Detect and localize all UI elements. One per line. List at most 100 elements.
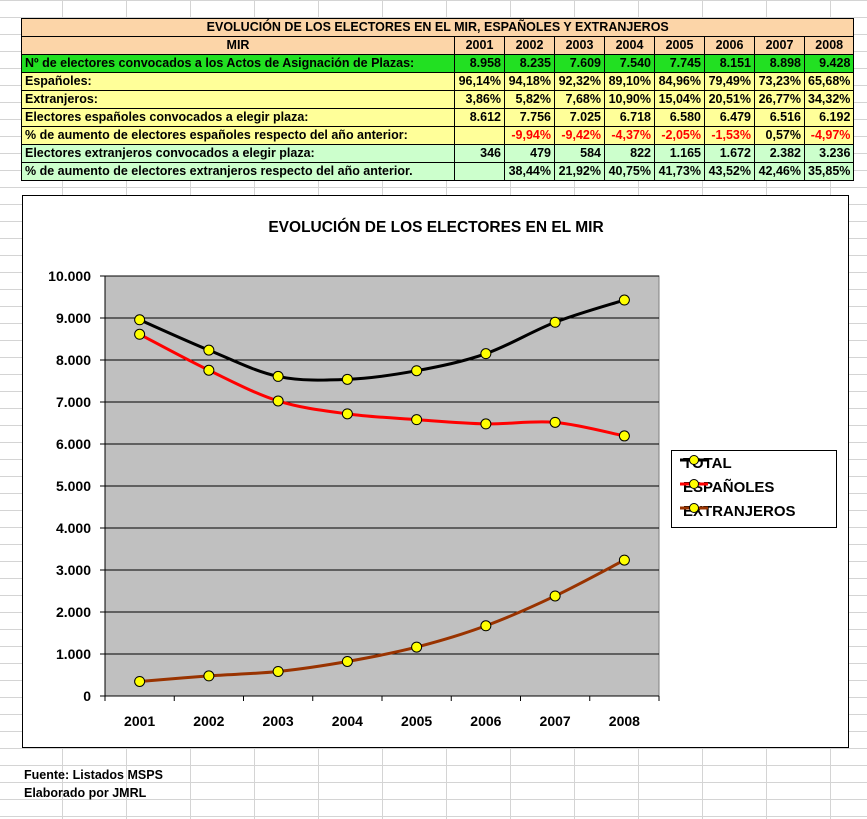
table-cell[interactable]: 346 [454, 144, 505, 163]
table-cell[interactable]: 8.235 [504, 54, 555, 73]
series-line-espaoles [138, 332, 625, 438]
header-year-2003[interactable]: 2003 [554, 36, 605, 55]
table-row: Nº de electores convocados a los Actos d… [21, 54, 855, 73]
y-tick-label: 10.000 [48, 268, 91, 284]
table-cell[interactable]: -2,05% [654, 126, 705, 145]
x-tick-label: 2003 [263, 713, 294, 729]
x-tick-label: 2006 [470, 713, 501, 729]
table-cell[interactable]: -4,37% [604, 126, 655, 145]
table-cell[interactable]: 38,44% [504, 162, 555, 181]
table-cell[interactable]: 41,73% [654, 162, 705, 181]
table-cell[interactable]: 2.382 [754, 144, 805, 163]
table-cell[interactable]: 21,92% [554, 162, 605, 181]
table-cell[interactable]: 92,32% [554, 72, 605, 91]
table-cell[interactable]: 3,86% [454, 90, 505, 109]
legend-label: EXTRANJEROS [683, 503, 796, 521]
table-cell[interactable]: -9,94% [504, 126, 555, 145]
table-title[interactable]: EVOLUCIÓN DE LOS ELECTORES EN EL MIR, ES… [20, 18, 855, 37]
table-cell[interactable]: 7.540 [604, 54, 655, 73]
table-cell[interactable]: 10,90% [604, 90, 655, 109]
table-cell[interactable]: 7.745 [654, 54, 705, 73]
line-chart: EVOLUCIÓN DE LOS ELECTORES EN EL MIR 0 1.0… [48, 218, 660, 729]
header-year-2006[interactable]: 2006 [704, 36, 755, 55]
table-cell[interactable]: 73,23% [754, 72, 805, 91]
data-point-total [549, 316, 561, 328]
header-year-2007[interactable]: 2007 [754, 36, 805, 55]
data-point-extranjeros [480, 620, 492, 632]
table-cell[interactable]: 3.236 [803, 144, 855, 163]
table-cell[interactable]: 42,46% [754, 162, 805, 181]
header-label[interactable]: MIR [21, 36, 455, 55]
row-label[interactable]: % de aumento de electores extranjeros re… [21, 162, 455, 181]
table-cell[interactable]: 7.609 [554, 54, 605, 73]
table-cell[interactable]: 6.580 [654, 108, 705, 127]
legend-item[interactable]: EXTRANJEROS [680, 502, 796, 522]
table-cell[interactable]: 6.718 [604, 108, 655, 127]
table-cell[interactable]: -9,42% [554, 126, 605, 145]
y-tick-label: 0 [83, 688, 91, 704]
data-point-espaoles [480, 418, 492, 430]
table-cell[interactable]: 1.165 [654, 144, 705, 163]
table-cell[interactable]: 79,49% [704, 72, 755, 91]
table-cell[interactable]: 479 [504, 144, 555, 163]
row-label[interactable]: Electores españoles convocados a elegir … [21, 108, 455, 127]
header-year-2001[interactable]: 2001 [454, 36, 505, 55]
table-cell[interactable]: 15,04% [654, 90, 705, 109]
table-cell[interactable]: 6.516 [754, 108, 805, 127]
table-cell[interactable]: 5,82% [504, 90, 555, 109]
table-cell[interactable]: 8.958 [454, 54, 505, 73]
data-point-extranjeros [203, 670, 215, 682]
table-cell[interactable]: 6.479 [704, 108, 755, 127]
table-cell[interactable]: -4,97% [803, 126, 855, 145]
table-cell[interactable] [454, 126, 505, 145]
table-cell[interactable]: 822 [604, 144, 655, 163]
row-label[interactable]: Electores extranjeros convocados a elegi… [21, 144, 455, 163]
table-cell[interactable]: 8.898 [754, 54, 805, 73]
table-cell[interactable]: -1,53% [704, 126, 755, 145]
table-cell[interactable]: 7,68% [554, 90, 605, 109]
row-label[interactable]: Nº de electores convocados a los Actos d… [21, 54, 455, 73]
data-point-total [134, 314, 146, 326]
data-point-total [203, 344, 215, 356]
row-label[interactable]: % de aumento de electores españoles resp… [21, 126, 455, 145]
footer-source: Fuente: Listados MSPS [24, 768, 163, 782]
table-cell[interactable]: 0,57% [754, 126, 805, 145]
table-cell[interactable]: 40,75% [604, 162, 655, 181]
header-year-2002[interactable]: 2002 [504, 36, 555, 55]
table-cell[interactable]: 43,52% [704, 162, 755, 181]
table-row: % de aumento de electores españoles resp… [21, 126, 855, 145]
footer-author: Elaborado por JMRL [24, 786, 147, 800]
table-cell[interactable]: 65,68% [803, 72, 855, 91]
row-label[interactable]: Extranjeros: [21, 90, 455, 109]
header-year-2008[interactable]: 2008 [803, 36, 855, 55]
data-point-extranjeros [411, 641, 423, 653]
table-cell[interactable]: 8.151 [704, 54, 755, 73]
table-cell[interactable]: 9.428 [803, 54, 855, 73]
table-cell[interactable]: 6.192 [803, 108, 855, 127]
row-label[interactable]: Españoles: [21, 72, 455, 91]
chart-title: EVOLUCIÓN DE LOS ELECTORES EN EL MIR [268, 218, 603, 236]
legend-item[interactable]: ESPAÑOLES [680, 478, 774, 498]
table-cell[interactable]: 20,51% [704, 90, 755, 109]
table-cell[interactable]: 1.672 [704, 144, 755, 163]
chart-legend[interactable]: TOTAL ESPAÑOLES EXTRANJEROS [671, 450, 837, 528]
table-cell[interactable]: 84,96% [654, 72, 705, 91]
header-year-2005[interactable]: 2005 [654, 36, 705, 55]
table-cell[interactable]: 26,77% [754, 90, 805, 109]
chart-area[interactable]: EVOLUCIÓN DE LOS ELECTORES EN EL MIR 0 1.0… [22, 195, 849, 748]
table-cell[interactable]: 35,85% [803, 162, 855, 181]
table-cell[interactable]: 584 [554, 144, 605, 163]
table-cell[interactable] [454, 162, 505, 181]
legend-item[interactable]: TOTAL [680, 454, 732, 474]
table-cell[interactable]: 7.025 [554, 108, 605, 127]
table-cell[interactable]: 96,14% [454, 72, 505, 91]
table-cell[interactable]: 8.612 [454, 108, 505, 127]
header-year-2004[interactable]: 2004 [604, 36, 655, 55]
table-cell[interactable]: 89,10% [604, 72, 655, 91]
table-cell[interactable]: 94,18% [504, 72, 555, 91]
data-point-espaoles [203, 364, 215, 376]
data-point-total [480, 348, 492, 360]
table-cell[interactable]: 34,32% [803, 90, 855, 109]
table-cell[interactable]: 7.756 [504, 108, 555, 127]
legend-marker-icon [680, 479, 708, 489]
